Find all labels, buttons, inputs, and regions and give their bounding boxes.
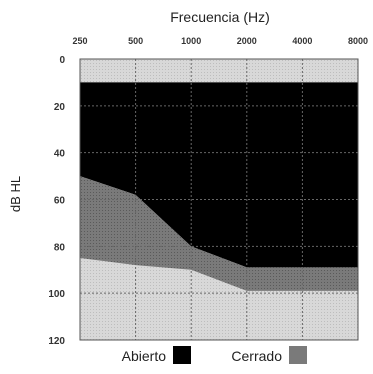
y-axis-label: dB HL bbox=[8, 176, 23, 212]
y-tick-labels: 0 20 40 60 80 100 120 bbox=[48, 55, 65, 347]
legend-swatch-cerrado bbox=[289, 346, 307, 364]
legend-label-cerrado: Cerrado bbox=[231, 348, 282, 364]
plot-area bbox=[79, 58, 359, 341]
y-tick-label: 100 bbox=[48, 289, 65, 300]
y-tick-label: 120 bbox=[48, 336, 65, 347]
x-tick-label: 2000 bbox=[237, 36, 257, 46]
y-tick-label: 80 bbox=[54, 242, 66, 253]
y-tick-label: 0 bbox=[59, 55, 65, 66]
plot-border bbox=[79, 58, 359, 341]
legend-label-abierto: Abierto bbox=[122, 348, 167, 364]
x-tick-label: 500 bbox=[128, 36, 143, 46]
y-tick-label: 40 bbox=[54, 149, 66, 160]
chart-title: Frecuencia (Hz) bbox=[170, 9, 270, 25]
area-cerrado bbox=[80, 176, 358, 291]
y-tick-label: 20 bbox=[54, 102, 66, 113]
x-tick-label: 1000 bbox=[181, 36, 201, 46]
y-tick-label: 60 bbox=[54, 196, 66, 207]
area-abierto bbox=[80, 82, 358, 268]
x-tick-labels: 250 500 1000 2000 4000 8000 bbox=[72, 36, 368, 46]
x-tick-label: 8000 bbox=[348, 36, 368, 46]
x-tick-label: 250 bbox=[72, 36, 87, 46]
x-tick-label: 4000 bbox=[292, 36, 312, 46]
legend-swatch-abierto bbox=[173, 346, 191, 364]
legend: Abierto Cerrado bbox=[122, 346, 307, 364]
